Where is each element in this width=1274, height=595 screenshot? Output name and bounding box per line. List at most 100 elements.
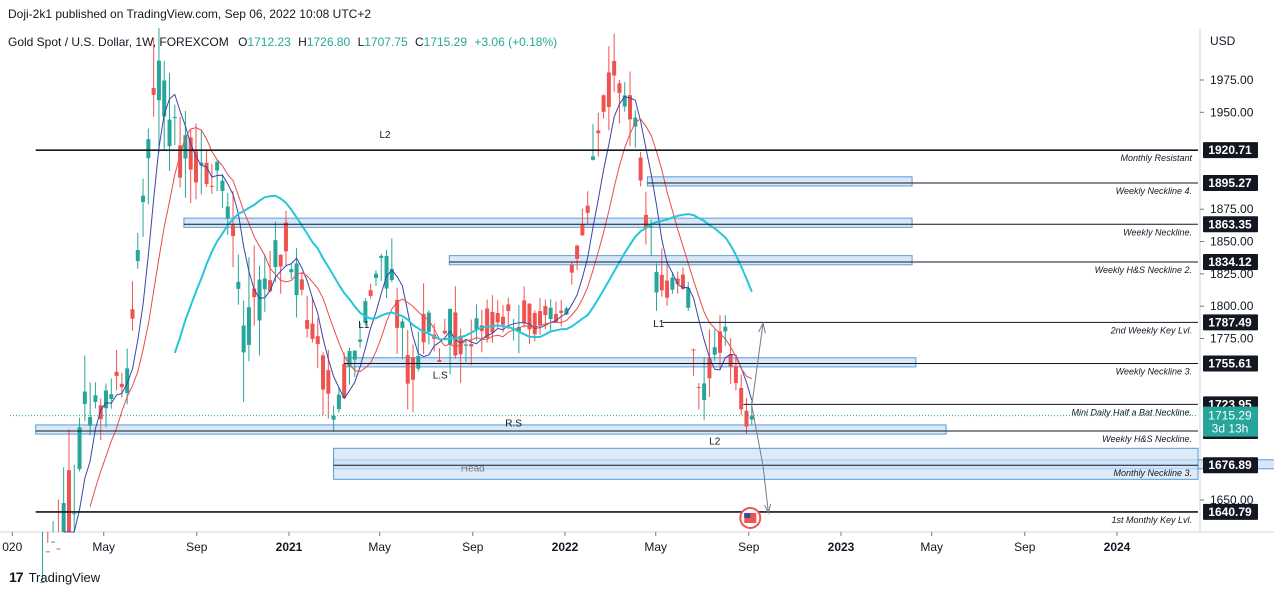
candle-body: [93, 395, 98, 402]
candle-body: [522, 300, 527, 324]
candle-body: [45, 551, 50, 553]
time-tick-label: May: [368, 540, 391, 554]
candle-body: [352, 350, 357, 360]
candle-body: [453, 312, 458, 356]
time-tick-label: 020: [2, 540, 22, 554]
low-value: 1707.75: [364, 35, 408, 49]
pattern-label: R.S: [505, 418, 522, 429]
price-tag-bg: [1203, 314, 1258, 331]
candle-body: [564, 308, 569, 315]
candle-body: [77, 427, 82, 470]
candle-body: [283, 222, 288, 252]
candle-body: [712, 347, 717, 355]
projection-arrow-up-head: [758, 321, 766, 334]
price-tag-label: 1787.49: [1208, 315, 1252, 329]
candle-body: [51, 541, 56, 543]
neckline-zone: [35, 424, 947, 435]
price-tag-label: 1755.61: [1208, 357, 1252, 371]
candle-body: [66, 470, 71, 532]
tradingview-logo-icon: 17: [9, 569, 24, 585]
candle-body: [527, 303, 532, 330]
candle-body: [506, 304, 511, 312]
pattern-label: L1: [358, 320, 370, 331]
candle-body: [416, 356, 421, 369]
candle-body: [82, 391, 87, 404]
candle-body: [199, 162, 204, 166]
price-tick-label: 1950.00: [1210, 105, 1254, 119]
current-price-tag-bg: [1203, 406, 1258, 437]
candle-body: [220, 180, 225, 191]
candle-body: [40, 582, 45, 584]
key-level-label: Monthly Neckline 3.: [1113, 468, 1192, 478]
candle-body: [585, 205, 590, 213]
time-tick-label: 2023: [828, 540, 855, 554]
key-level-label: Weekly H&S Neckline 2.: [1095, 265, 1192, 275]
price-tick-label: 1850.00: [1210, 235, 1254, 249]
key-level-label: Weekly H&S Neckline.: [1102, 434, 1192, 444]
candle-body: [421, 314, 426, 343]
candle-body: [315, 336, 320, 345]
symbol-name[interactable]: Gold Spot / U.S. Dollar, 1W, FOREXCOM: [8, 35, 229, 49]
candle-body: [299, 279, 304, 290]
candle-body: [580, 224, 585, 236]
candle-body: [231, 225, 236, 237]
time-tick-label: 2022: [552, 540, 579, 554]
candle-body: [437, 360, 442, 362]
candle-body: [278, 254, 283, 267]
candle-body: [146, 139, 151, 159]
price-tag-bg: [1203, 355, 1258, 372]
publish-info: Doji-2k1 published on TradingView.com, S…: [8, 7, 372, 21]
key-level-label: Mini Daily Half a Bat Neckline.: [1071, 407, 1192, 417]
candle-body: [347, 351, 352, 367]
candle-body: [448, 308, 453, 345]
candle-body: [310, 323, 315, 339]
candle-body: [368, 290, 373, 296]
price-tag-label: 1640.79: [1208, 505, 1252, 519]
candle-body: [178, 145, 183, 178]
candle-body: [246, 307, 251, 345]
price-tag-bg: [1203, 142, 1258, 159]
footer-brand[interactable]: 17 TradingView: [9, 569, 100, 585]
candle-body: [538, 311, 543, 326]
candle-body: [98, 405, 103, 420]
candle-body: [569, 264, 574, 273]
candle-body: [739, 387, 744, 410]
neckline-zone: [646, 176, 913, 187]
candle-body: [400, 321, 405, 328]
time-tick-label: May: [92, 540, 115, 554]
price-tag-bg: [1203, 216, 1258, 233]
projection-arrow-up: [751, 322, 764, 406]
candle-body: [342, 363, 347, 399]
neckline-zone: [343, 357, 917, 368]
candle-body: [638, 157, 643, 181]
time-tick-label: Sep: [738, 540, 760, 554]
time-tick-label: 2021: [276, 540, 303, 554]
low-label: L: [357, 35, 365, 49]
price-tick-label: 1650.00: [1210, 493, 1254, 507]
candle-body: [262, 278, 267, 290]
projection-arrow-down-head: [764, 503, 772, 515]
price-tag-bg: [1203, 175, 1258, 192]
candle-body: [119, 383, 124, 388]
price-tag-bg: [1203, 503, 1258, 520]
time-tick-label: 2024: [1104, 540, 1131, 554]
candle-body: [321, 355, 326, 390]
candle-body: [373, 273, 378, 278]
candle-body: [172, 117, 177, 119]
candle-body: [411, 357, 416, 380]
candle-body: [305, 320, 310, 329]
candle-body: [88, 416, 93, 426]
price-tag-label: 1834.12: [1208, 255, 1252, 269]
price-tag-label: 1895.27: [1208, 176, 1252, 190]
candle-body: [209, 185, 214, 187]
candle-body: [617, 83, 622, 93]
candle-body: [543, 305, 548, 316]
price-tag-label: 1920.71: [1208, 143, 1252, 157]
candle-body: [728, 354, 733, 367]
candle-body: [559, 310, 564, 313]
candle-body: [257, 279, 262, 321]
neckline-zone: [448, 255, 913, 266]
price-tick-label: 1825.00: [1210, 267, 1254, 281]
candle-body: [490, 312, 495, 333]
